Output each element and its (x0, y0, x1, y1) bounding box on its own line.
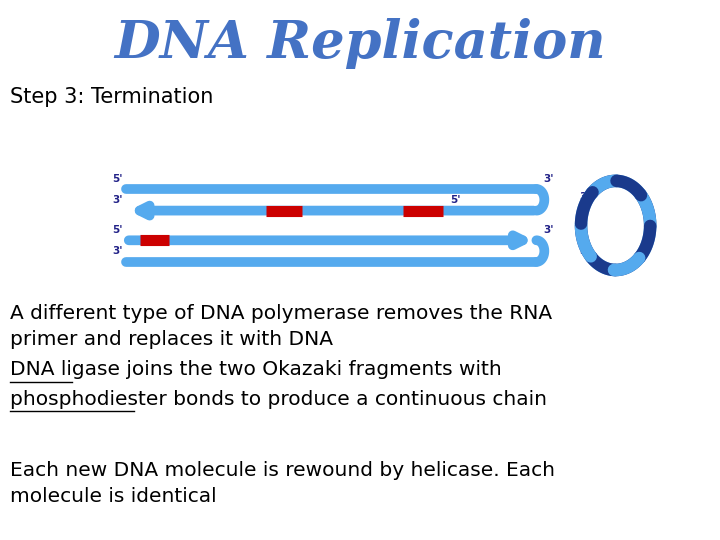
Text: 3': 3' (580, 192, 590, 202)
Text: DNA ligase joins the two Okazaki fragments with: DNA ligase joins the two Okazaki fragmen… (10, 360, 502, 380)
Text: A different type of DNA polymerase removes the RNA
primer and replaces it with D: A different type of DNA polymerase remov… (10, 305, 552, 349)
Text: 3': 3' (544, 173, 554, 184)
Text: 5': 5' (112, 225, 122, 235)
Text: Each new DNA molecule is rewound by helicase. Each
molecule is identical: Each new DNA molecule is rewound by heli… (10, 461, 555, 505)
Text: 5': 5' (450, 195, 461, 205)
Text: 5': 5' (112, 173, 122, 184)
Text: 5': 5' (580, 246, 590, 256)
Text: phosphodiester bonds to produce a continuous chain: phosphodiester bonds to produce a contin… (10, 390, 547, 409)
Text: Step 3: Termination: Step 3: Termination (10, 87, 213, 107)
Text: DNA Replication: DNA Replication (114, 18, 606, 69)
Text: 3': 3' (112, 195, 122, 205)
Text: 3': 3' (112, 246, 122, 256)
Text: 3': 3' (544, 225, 554, 235)
